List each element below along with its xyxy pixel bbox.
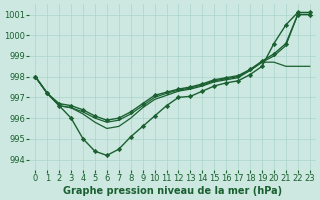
X-axis label: Graphe pression niveau de la mer (hPa): Graphe pression niveau de la mer (hPa) (63, 186, 282, 196)
